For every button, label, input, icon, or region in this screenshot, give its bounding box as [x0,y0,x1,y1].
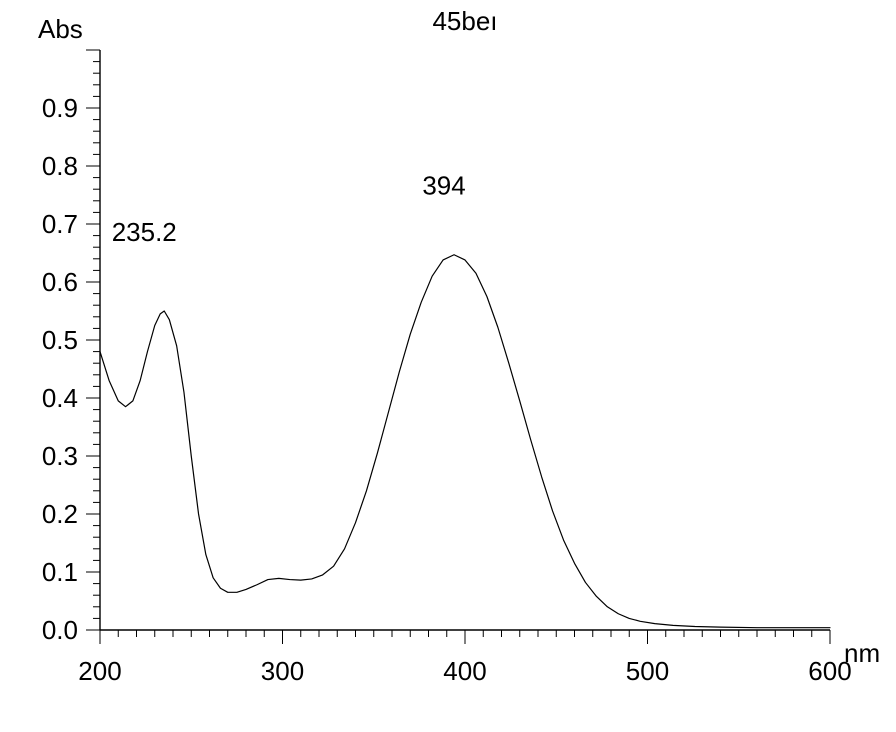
y-tick-label: 0.9 [42,93,78,123]
y-tick-label: 0.5 [42,325,78,355]
y-axis-label: Abs [38,14,83,44]
x-tick-label: 500 [626,656,669,686]
chart-title: 45beı [432,6,497,36]
x-tick-label: 400 [443,656,486,686]
y-tick-label: 0.7 [42,209,78,239]
x-tick-label: 300 [261,656,304,686]
y-tick-label: 0.3 [42,441,78,471]
y-tick-label: 0.0 [42,615,78,645]
y-tick-label: 0.1 [42,557,78,587]
x-tick-label: 200 [78,656,121,686]
x-axis-label: nm [844,638,880,668]
y-tick-label: 0.8 [42,151,78,181]
absorbance-spectrum-chart: 0.0 0.1 0.2 0.3 0.4 0.5 0.6 0.7 0.8 0.9 200 300 400 5… [0,0,896,732]
y-tick-label: 0.4 [42,383,78,413]
peak-label: 235.2 [112,217,177,247]
y-tick-label: 0.2 [42,499,78,529]
chart-background [0,0,896,732]
y-tick-label: 0.6 [42,267,78,297]
peak-label: 394 [422,171,465,201]
